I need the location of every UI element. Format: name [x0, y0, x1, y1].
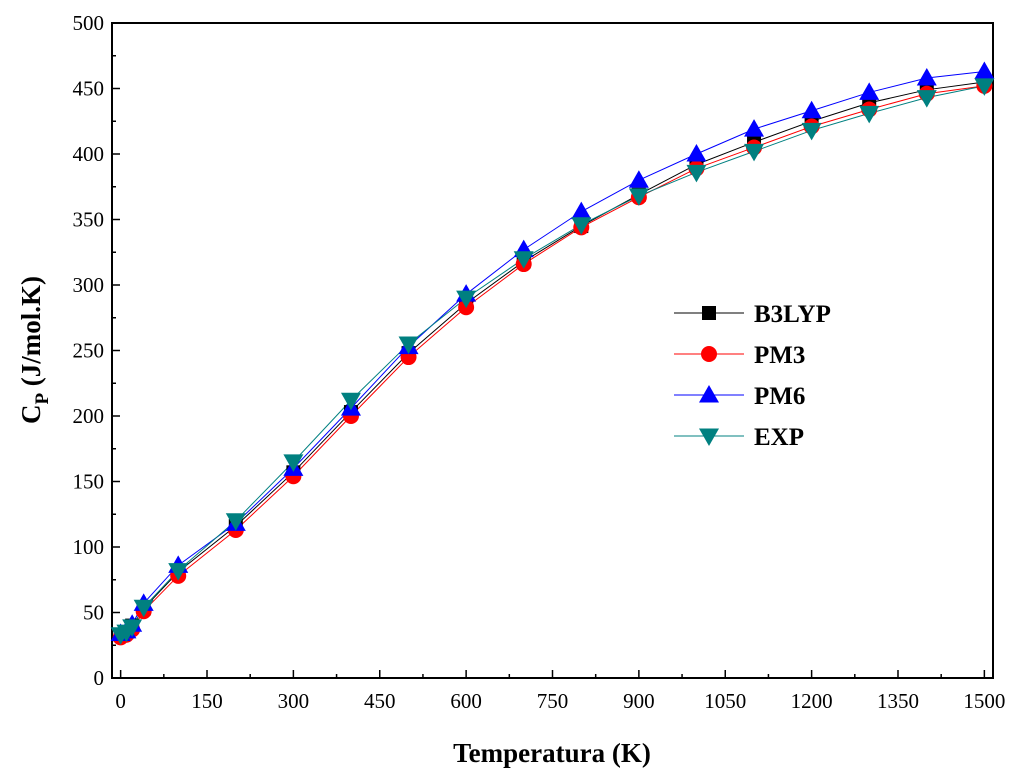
x-tick-label: 450	[364, 689, 396, 713]
data-point-exp	[133, 599, 154, 618]
series-line-exp	[120, 85, 985, 636]
series-markers-pm6	[110, 61, 995, 641]
x-tick-label: 0	[115, 689, 126, 713]
legend-label-pm3: PM3	[754, 342, 805, 369]
x-tick-label: 900	[623, 689, 655, 713]
data-point-exp	[122, 619, 143, 637]
data-point-exp	[283, 454, 304, 472]
y-axis-title-rest: (J/mol.K)	[16, 276, 46, 393]
y-tick-label: 100	[73, 535, 105, 559]
x-tick-label: 1350	[877, 689, 919, 713]
x-tick-label: 1200	[791, 689, 833, 713]
y-axis-title-subscript: P	[32, 393, 53, 405]
data-point-exp	[340, 392, 361, 411]
data-point-exp	[916, 90, 937, 108]
data-point-exp	[744, 143, 765, 162]
y-tick-label: 300	[73, 273, 105, 297]
data-point-exp	[628, 188, 649, 206]
data-point-exp	[225, 513, 246, 531]
legend: B3LYP PM3 PM6 EXP	[674, 301, 831, 451]
y-tick-label: 0	[94, 666, 105, 690]
legend-marker-pm6	[699, 385, 719, 403]
x-axis-title: Temperatura (K)	[453, 738, 651, 768]
data-point-exp	[974, 78, 995, 96]
y-tick-label: 200	[73, 404, 105, 428]
series-layer	[110, 61, 995, 646]
legend-marker-pm3	[701, 346, 717, 362]
y-tick-label: 450	[73, 77, 105, 101]
data-point-pm6	[686, 144, 707, 162]
x-tick-label: 150	[191, 689, 223, 713]
data-point-exp	[686, 164, 707, 183]
series-line-pm6	[120, 70, 985, 634]
series-line-b3lyp	[120, 81, 985, 636]
y-axis-title: CP (J/mol.K)	[16, 276, 53, 424]
x-tick-label: 750	[537, 689, 569, 713]
plot-frame	[111, 22, 994, 679]
data-point-exp	[571, 217, 592, 235]
series-markers-b3lyp	[113, 74, 992, 642]
legend-label-pm6: PM6	[754, 383, 805, 410]
data-point-exp	[859, 105, 880, 124]
data-point-exp	[513, 251, 534, 269]
data-point-pm6	[571, 201, 592, 220]
data-point-pm6	[801, 100, 822, 119]
data-point-exp	[168, 563, 189, 581]
y-axis-title-main: C	[16, 405, 46, 425]
y-tick-label: 400	[73, 142, 105, 166]
y-tick-label: 150	[73, 470, 105, 494]
axis-ticks: 0 150 300 450 600 750 900 1050 1200 1350 1500 0 50 10…	[73, 11, 1006, 713]
series-markers-pm3	[112, 77, 993, 646]
data-point-pm6	[744, 119, 765, 137]
legend-marker-b3lyp	[702, 306, 716, 320]
y-tick-label: 500	[73, 11, 105, 35]
series-markers-exp	[110, 78, 995, 645]
data-point-exp	[456, 290, 477, 309]
data-point-pm6	[974, 61, 995, 79]
data-point-pm6	[916, 68, 937, 86]
legend-label-exp: EXP	[754, 424, 804, 451]
x-tick-label: 600	[450, 689, 482, 713]
legend-marker-exp	[699, 428, 719, 446]
x-tick-label: 300	[278, 689, 310, 713]
y-tick-label: 50	[83, 601, 104, 625]
x-tick-label: 1050	[704, 689, 746, 713]
y-tick-label: 250	[73, 339, 105, 363]
data-point-exp	[398, 336, 419, 354]
legend-label-b3lyp: B3LYP	[754, 301, 831, 328]
data-point-pm6	[628, 170, 649, 188]
series-line-pm3	[120, 85, 985, 638]
data-point-pm6	[859, 82, 880, 100]
y-tick-label: 350	[73, 208, 105, 232]
data-point-exp	[801, 122, 822, 141]
x-tick-label: 1500	[963, 689, 1005, 713]
